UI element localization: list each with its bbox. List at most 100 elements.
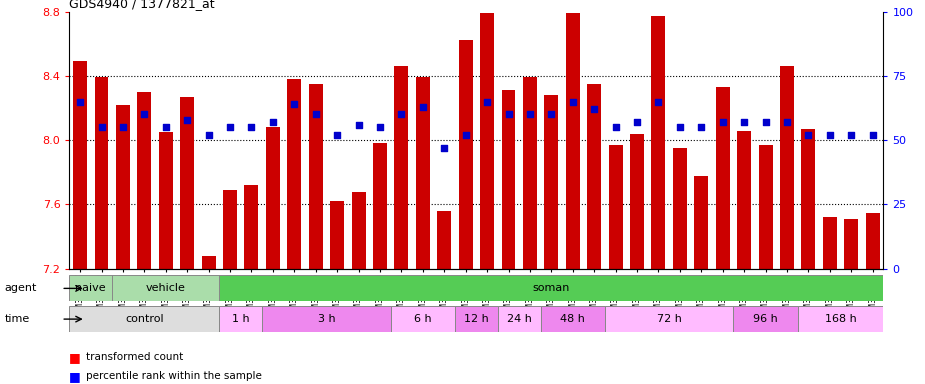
Point bbox=[116, 124, 130, 131]
Point bbox=[437, 145, 451, 151]
Point bbox=[287, 101, 302, 107]
Bar bbox=[737, 131, 751, 269]
Bar bbox=[73, 61, 87, 269]
Point bbox=[94, 124, 109, 131]
Bar bbox=[262, 306, 390, 332]
Bar bbox=[545, 95, 559, 269]
Point bbox=[352, 122, 366, 128]
Bar bbox=[180, 97, 194, 269]
Bar bbox=[309, 84, 323, 269]
Bar bbox=[695, 175, 709, 269]
Bar bbox=[823, 217, 837, 269]
Bar bbox=[116, 105, 130, 269]
Bar bbox=[288, 79, 302, 269]
Text: agent: agent bbox=[5, 283, 37, 293]
Bar bbox=[69, 275, 112, 301]
Text: 96 h: 96 h bbox=[753, 314, 778, 324]
Point bbox=[758, 119, 773, 125]
Bar bbox=[373, 143, 387, 269]
Point bbox=[865, 132, 880, 138]
Point bbox=[630, 119, 645, 125]
Bar bbox=[202, 256, 216, 269]
Bar bbox=[416, 78, 430, 269]
Bar bbox=[801, 129, 815, 269]
Bar bbox=[651, 17, 665, 269]
Text: 48 h: 48 h bbox=[561, 314, 586, 324]
Point bbox=[244, 124, 259, 131]
Bar bbox=[540, 306, 605, 332]
Point bbox=[329, 132, 344, 138]
Bar bbox=[587, 84, 601, 269]
Point bbox=[523, 111, 537, 118]
Point bbox=[780, 119, 795, 125]
Bar bbox=[734, 306, 797, 332]
Bar bbox=[845, 219, 858, 269]
Bar bbox=[330, 201, 344, 269]
Bar bbox=[609, 145, 623, 269]
Point bbox=[736, 119, 751, 125]
Bar bbox=[265, 127, 280, 269]
Text: 1 h: 1 h bbox=[232, 314, 250, 324]
Point bbox=[501, 111, 516, 118]
Bar bbox=[223, 190, 237, 269]
Point bbox=[223, 124, 238, 131]
Text: GDS4940 / 1377821_at: GDS4940 / 1377821_at bbox=[69, 0, 215, 10]
Point bbox=[415, 104, 430, 110]
Bar bbox=[94, 78, 108, 269]
Point bbox=[844, 132, 858, 138]
Point bbox=[480, 98, 495, 104]
Bar bbox=[159, 132, 173, 269]
Bar bbox=[780, 66, 794, 269]
Point bbox=[544, 111, 559, 118]
Point bbox=[672, 124, 687, 131]
Bar bbox=[459, 40, 473, 269]
Point bbox=[822, 132, 837, 138]
Text: ■: ■ bbox=[69, 370, 81, 383]
Bar bbox=[630, 134, 644, 269]
Point bbox=[265, 119, 280, 125]
Text: percentile rank within the sample: percentile rank within the sample bbox=[86, 371, 262, 381]
Bar bbox=[438, 211, 451, 269]
Text: 3 h: 3 h bbox=[317, 314, 335, 324]
Point bbox=[609, 124, 623, 131]
Bar bbox=[498, 306, 540, 332]
Point bbox=[565, 98, 580, 104]
Text: 72 h: 72 h bbox=[657, 314, 682, 324]
Bar bbox=[390, 306, 455, 332]
Bar bbox=[866, 212, 880, 269]
Bar bbox=[219, 275, 883, 301]
Point bbox=[394, 111, 409, 118]
Text: 24 h: 24 h bbox=[507, 314, 532, 324]
Bar bbox=[244, 185, 258, 269]
Point bbox=[158, 124, 173, 131]
Text: ■: ■ bbox=[69, 351, 81, 364]
Bar bbox=[605, 306, 734, 332]
Text: naive: naive bbox=[76, 283, 106, 293]
Text: 6 h: 6 h bbox=[414, 314, 432, 324]
Point bbox=[715, 119, 730, 125]
Text: 168 h: 168 h bbox=[825, 314, 857, 324]
Point bbox=[179, 116, 194, 122]
Bar bbox=[758, 145, 772, 269]
Bar bbox=[566, 13, 580, 269]
Point bbox=[137, 111, 152, 118]
Point bbox=[373, 124, 388, 131]
Bar bbox=[672, 148, 687, 269]
Text: vehicle: vehicle bbox=[146, 283, 186, 293]
Bar bbox=[797, 306, 883, 332]
Point bbox=[458, 132, 473, 138]
Point bbox=[801, 132, 816, 138]
Point bbox=[308, 111, 323, 118]
Bar bbox=[501, 90, 515, 269]
Bar bbox=[716, 87, 730, 269]
Bar bbox=[69, 306, 219, 332]
Point bbox=[73, 98, 88, 104]
Point bbox=[202, 132, 216, 138]
Bar bbox=[112, 275, 219, 301]
Bar bbox=[138, 92, 152, 269]
Bar bbox=[219, 306, 262, 332]
Text: soman: soman bbox=[533, 283, 570, 293]
Bar bbox=[523, 78, 536, 269]
Text: 12 h: 12 h bbox=[464, 314, 488, 324]
Bar bbox=[352, 192, 365, 269]
